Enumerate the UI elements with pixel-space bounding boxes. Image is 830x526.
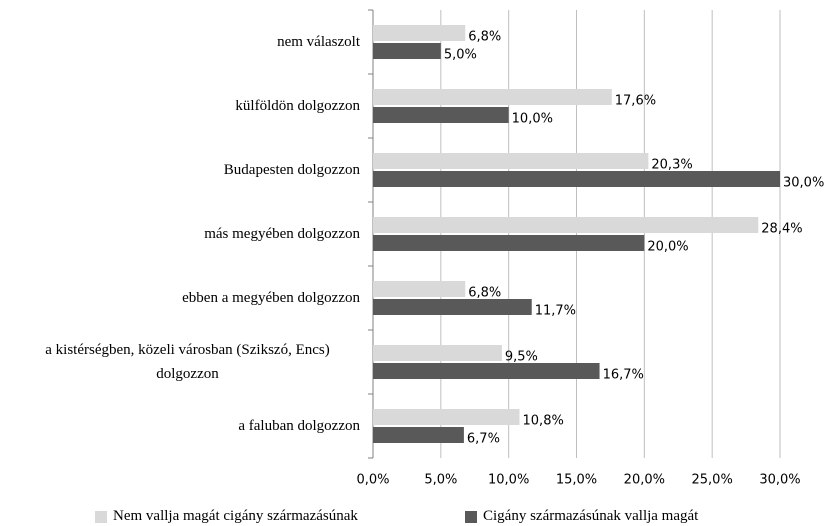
- y-tick-label: Budapesten dolgozzon: [223, 162, 360, 178]
- bar: [373, 89, 612, 105]
- value-label: 11,7%: [535, 304, 576, 319]
- bar: [373, 107, 509, 123]
- bar: [373, 25, 466, 41]
- value-label: 10,8%: [523, 414, 564, 429]
- value-label: 10,0%: [512, 112, 553, 127]
- value-label: 20,3%: [651, 158, 692, 173]
- value-label: 16,7%: [603, 368, 644, 383]
- y-tick-label: nem válaszolt: [277, 34, 360, 50]
- bar: [373, 363, 600, 379]
- bar: [373, 43, 441, 59]
- bar: [373, 409, 520, 425]
- x-tick-label: 25,0%: [692, 473, 733, 488]
- value-label: 20,0%: [647, 240, 688, 255]
- y-tick-label: ebben a megyében dolgozzon: [182, 290, 360, 306]
- value-label: 6,7%: [467, 432, 500, 447]
- legend-item: Cigány származásúnak vallja magát: [465, 508, 698, 525]
- value-label: 5,0%: [444, 48, 477, 63]
- value-label: 6,8%: [468, 30, 501, 45]
- bar: [373, 171, 780, 187]
- x-tick-label: 5,0%: [424, 473, 457, 488]
- value-label: 6,8%: [468, 286, 501, 301]
- y-tick-label: a faluban dolgozzon: [238, 418, 360, 434]
- y-tick-label: a kistérségben, közeli városban (Szikszó…: [45, 342, 330, 382]
- bar: [373, 299, 532, 315]
- legend-label: Nem vallja magát cigány származásúnak: [113, 508, 358, 524]
- x-tick-label: 0,0%: [356, 473, 389, 488]
- bar: [373, 217, 759, 233]
- y-tick-label: más megyében dolgozzon: [204, 226, 360, 242]
- value-label: 17,6%: [615, 94, 656, 109]
- x-tick-label: 15,0%: [556, 473, 597, 488]
- legend-swatch: [95, 510, 107, 523]
- bar: [373, 427, 464, 443]
- legend-item: Nem vallja magát cigány származásúnak: [95, 508, 358, 525]
- bar: [373, 153, 649, 169]
- y-tick-label: külföldön dolgozzon: [235, 98, 360, 114]
- x-tick-label: 30,0%: [759, 473, 800, 488]
- legend-label: Cigány származásúnak vallja magát: [483, 508, 699, 524]
- legend-swatch: [465, 510, 477, 523]
- bar: [373, 235, 645, 251]
- x-tick-label: 20,0%: [624, 473, 665, 488]
- value-label: 30,0%: [783, 176, 824, 191]
- value-label: 28,4%: [761, 222, 802, 237]
- bar: [373, 281, 466, 297]
- value-label: 9,5%: [505, 350, 538, 365]
- bar: [373, 345, 502, 361]
- x-tick-label: 10,0%: [488, 473, 529, 488]
